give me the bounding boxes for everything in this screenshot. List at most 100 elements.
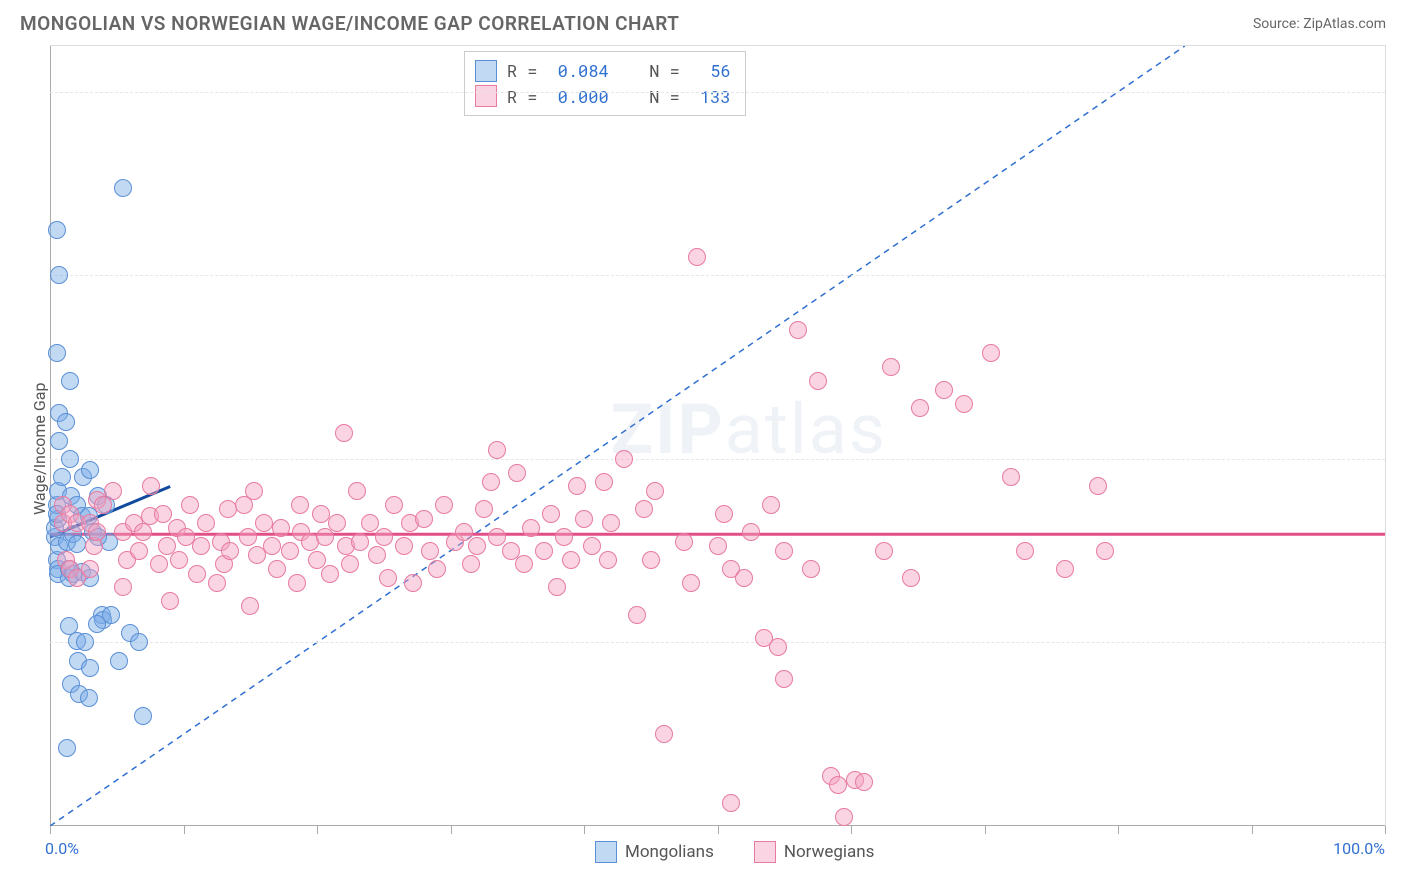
- legend-swatch: [475, 85, 497, 107]
- data-point: [715, 505, 733, 523]
- legend-swatch: [595, 841, 617, 863]
- x-axis-start-label: 0.0%: [45, 839, 79, 858]
- x-tick: [184, 826, 185, 834]
- data-point: [130, 542, 148, 560]
- legend-swatch: [475, 60, 497, 82]
- data-point: [911, 399, 929, 417]
- data-point: [508, 464, 526, 482]
- legend-series: MongoliansNorwegians: [595, 841, 874, 863]
- data-point: [81, 461, 99, 479]
- plot-area: ZIPatlas R = 0.084 N = 56R = 0.000 N = 1…: [50, 45, 1386, 826]
- data-point: [134, 707, 152, 725]
- data-point: [1056, 560, 1074, 578]
- grid-line: [50, 459, 1385, 460]
- legend-swatch: [754, 841, 776, 863]
- data-point: [288, 574, 306, 592]
- data-point: [475, 500, 493, 518]
- data-point: [789, 321, 807, 339]
- data-point: [53, 468, 71, 486]
- data-point: [515, 555, 533, 573]
- data-point: [575, 510, 593, 528]
- data-point: [855, 773, 873, 791]
- data-point: [81, 659, 99, 677]
- data-point: [404, 574, 422, 592]
- x-tick: [718, 826, 719, 834]
- data-point: [722, 794, 740, 812]
- data-point: [255, 514, 273, 532]
- data-point: [88, 615, 106, 633]
- data-point: [809, 372, 827, 390]
- data-point: [709, 537, 727, 555]
- x-axis-end-label: 100.0%: [1333, 839, 1385, 858]
- chart-title: MONGOLIAN VS NORWEGIAN WAGE/INCOME GAP C…: [20, 12, 679, 35]
- data-point: [268, 560, 286, 578]
- data-point: [81, 560, 99, 578]
- data-point: [595, 473, 613, 491]
- data-point: [535, 542, 553, 560]
- data-point: [802, 560, 820, 578]
- data-point: [110, 652, 128, 670]
- data-point: [628, 606, 646, 624]
- data-point: [675, 533, 693, 551]
- data-point: [428, 560, 446, 578]
- data-point: [421, 542, 439, 560]
- data-point: [875, 542, 893, 560]
- data-point: [68, 535, 86, 553]
- header: MONGOLIAN VS NORWEGIAN WAGE/INCOME GAP C…: [20, 12, 1386, 35]
- data-point: [902, 569, 920, 587]
- legend-series-label: Mongolians: [625, 842, 714, 862]
- chart-lines-layer: [50, 46, 1385, 826]
- data-point: [241, 597, 259, 615]
- data-point: [615, 450, 633, 468]
- data-point: [1089, 477, 1107, 495]
- data-point: [1016, 542, 1034, 560]
- data-point: [161, 592, 179, 610]
- data-point: [522, 519, 540, 537]
- grid-line: [50, 275, 1385, 276]
- data-point: [114, 179, 132, 197]
- data-point: [955, 395, 973, 413]
- x-tick: [1252, 826, 1253, 834]
- data-point: [1096, 542, 1114, 560]
- legend-stats-row: R = 0.084 N = 56: [475, 58, 731, 84]
- data-point: [742, 523, 760, 541]
- data-point: [197, 514, 215, 532]
- x-tick: [50, 826, 51, 834]
- data-point: [646, 482, 664, 500]
- data-point: [735, 569, 753, 587]
- data-point: [61, 450, 79, 468]
- data-point: [208, 574, 226, 592]
- data-point: [348, 482, 366, 500]
- data-point: [769, 638, 787, 656]
- data-point: [655, 725, 673, 743]
- data-point: [272, 519, 290, 537]
- data-point: [239, 528, 257, 546]
- data-point: [395, 537, 413, 555]
- data-point: [642, 551, 660, 569]
- data-point: [188, 565, 206, 583]
- data-point: [482, 473, 500, 491]
- legend-n-value: 56: [700, 58, 731, 84]
- data-point: [88, 523, 106, 541]
- data-point: [50, 266, 68, 284]
- legend-n-value: 133: [700, 84, 731, 110]
- y-tick-label: 80.0%: [1395, 82, 1406, 101]
- grid-line: [50, 92, 1385, 93]
- data-point: [375, 528, 393, 546]
- data-point: [762, 496, 780, 514]
- data-point: [775, 670, 793, 688]
- data-point: [555, 528, 573, 546]
- data-point: [181, 496, 199, 514]
- legend-r-value: 0.084: [558, 58, 609, 84]
- data-point: [682, 574, 700, 592]
- x-tick: [851, 826, 852, 834]
- y-tick-label: 20.0%: [1395, 633, 1406, 652]
- data-point: [562, 551, 580, 569]
- x-tick: [1118, 826, 1119, 834]
- data-point: [48, 221, 66, 239]
- data-point: [263, 537, 281, 555]
- data-point: [114, 578, 132, 596]
- x-tick: [985, 826, 986, 834]
- grid-line: [50, 642, 1385, 643]
- data-point: [488, 441, 506, 459]
